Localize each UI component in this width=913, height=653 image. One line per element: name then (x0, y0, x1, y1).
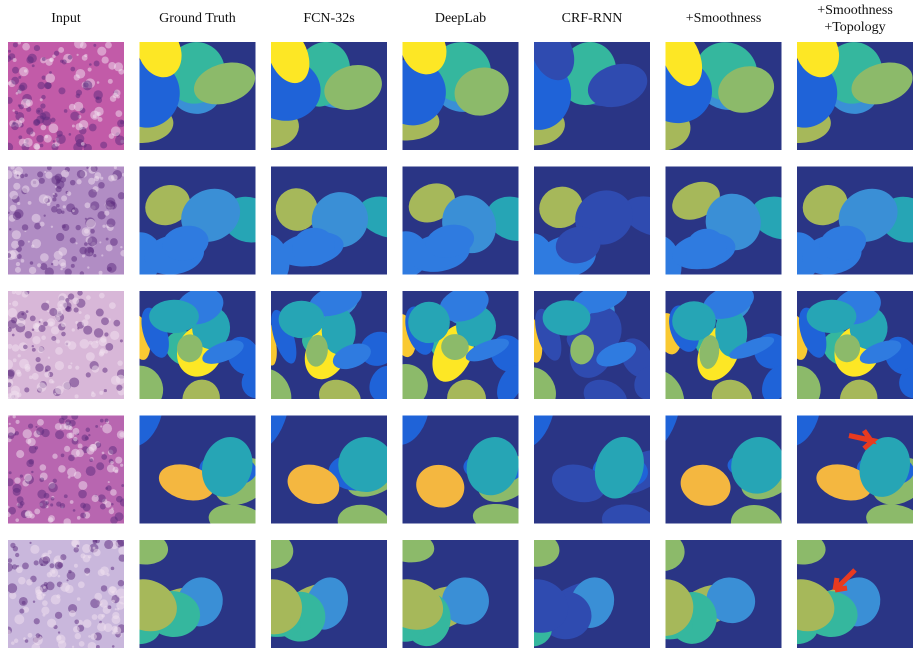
input-image (4, 537, 127, 648)
column-header: +Smoothness (817, 3, 893, 18)
segmentation-map (635, 277, 795, 427)
input-image (4, 39, 125, 152)
segmentation-map (771, 378, 913, 540)
column-header: DeepLab (435, 11, 486, 26)
segmentation-map (242, 378, 413, 544)
segmentation-map (240, 20, 388, 150)
segmentation-map (111, 281, 277, 425)
segmentation-map (633, 22, 781, 151)
segmentation-map (245, 167, 421, 290)
segmentation-map (374, 527, 519, 648)
segmentation-map (502, 527, 650, 648)
input-image (5, 413, 127, 526)
segmentation-map (639, 167, 813, 293)
column-header: Input (51, 11, 81, 26)
column-header: FCN-32s (303, 11, 354, 26)
segmentation-map (634, 378, 806, 546)
image-grid (3, 15, 913, 648)
column-headers: Input Ground Truth FCN-32s DeepLab CRF-RNN +S… (51, 3, 893, 35)
input-image (3, 289, 126, 403)
segmentation-map (241, 276, 403, 425)
segmentation-map (504, 18, 653, 150)
segmentation-map (115, 167, 281, 285)
segmentation-map (507, 378, 678, 542)
figure: Input Ground Truth FCN-32s DeepLab CRF-RNN +S… (0, 0, 913, 648)
segmentation-map (110, 17, 260, 150)
segmentation-map (109, 527, 255, 648)
segmentation-map (375, 279, 531, 424)
column-header: +Smoothness (686, 11, 762, 26)
segmentation-map (379, 378, 542, 539)
segmentation-map (379, 167, 547, 282)
segmentation-map (769, 281, 913, 425)
segmentation-map (773, 167, 913, 285)
segmentation-map (374, 15, 518, 150)
column-header: Ground Truth (159, 11, 236, 26)
segmentation-map (237, 528, 387, 648)
segmentation-map (630, 528, 782, 648)
segmentation-map (768, 17, 913, 150)
column-header: +Topology (824, 20, 885, 35)
column-header: CRF-RNN (562, 11, 623, 26)
input-image (4, 165, 127, 276)
segmentation-map (505, 276, 669, 421)
segmentation-map (509, 167, 688, 287)
segmentation-map (114, 378, 277, 540)
